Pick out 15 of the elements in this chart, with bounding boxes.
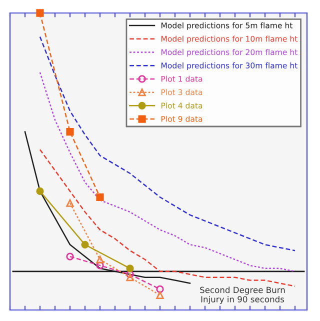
point bbox=[66, 252, 74, 260]
point bbox=[156, 291, 164, 299]
point bbox=[36, 9, 44, 17]
point bbox=[66, 128, 74, 136]
point bbox=[96, 193, 104, 201]
point bbox=[96, 256, 104, 264]
point bbox=[126, 274, 134, 282]
point bbox=[81, 240, 89, 248]
point bbox=[36, 187, 44, 196]
point bbox=[66, 199, 74, 207]
point bbox=[126, 270, 134, 278]
ref-line-label: Second Degree Burn Injury in 90 seconds bbox=[200, 286, 285, 304]
point bbox=[156, 285, 164, 294]
point bbox=[96, 262, 104, 270]
point bbox=[126, 264, 134, 272]
